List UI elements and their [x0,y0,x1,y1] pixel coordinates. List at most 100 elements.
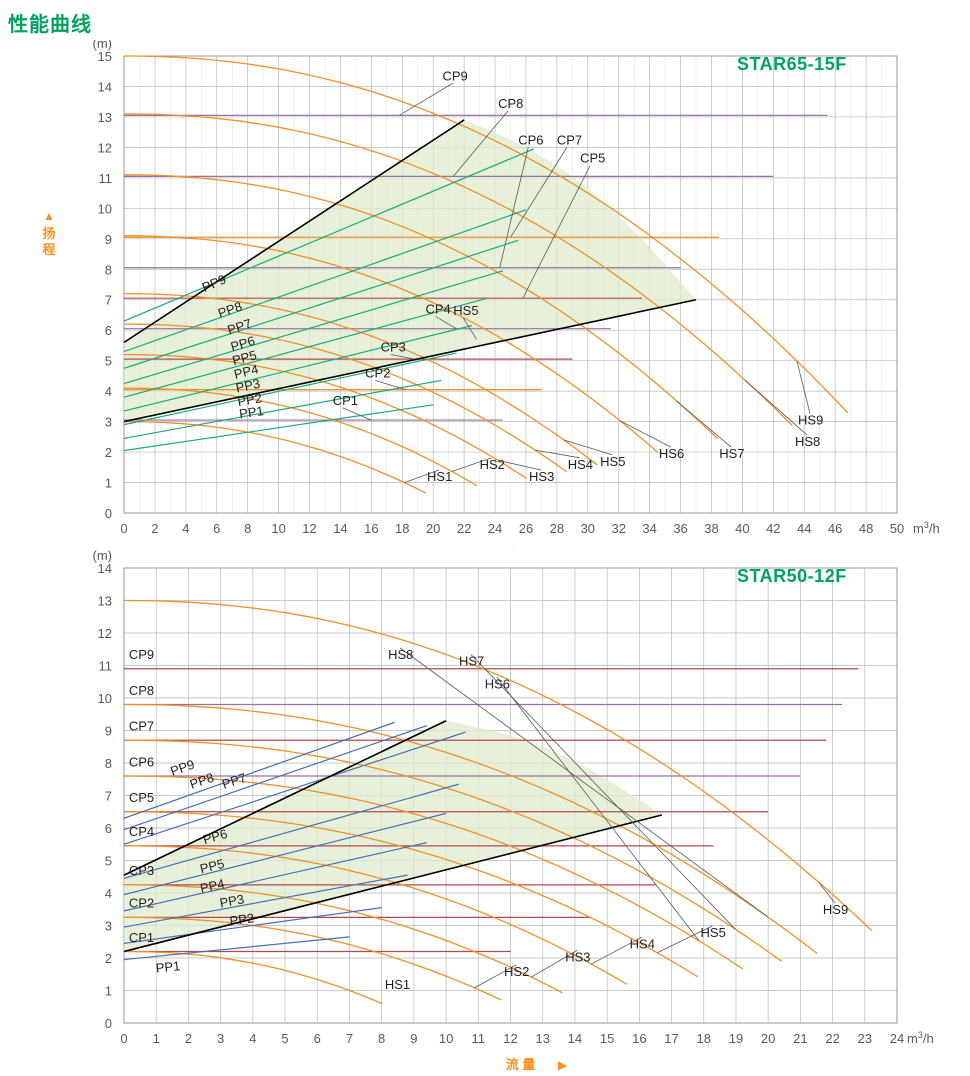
x-tick-label: 17 [664,1031,678,1046]
duty-region [124,119,696,422]
hs-curve-hs5 [123,811,698,978]
hs-label-hs2: HS2 [480,457,505,472]
y-tick-label: 0 [105,506,112,521]
hs-curve-hs2 [123,387,478,487]
x-tick-label: 50 [890,521,904,536]
cp-label-cp8: CP8 [498,96,523,111]
pp-label-pp1: PP1 [155,958,181,975]
y-tick-label: 8 [105,756,112,771]
hs-leader-hs6 [496,677,700,942]
x-tick-label: 4 [182,521,189,536]
cp-label-cp1: CP1 [333,393,358,408]
cp-label-cp5: CP5 [580,151,605,166]
hs-label-hs2: HS2 [504,964,529,979]
pp-lines [123,721,466,961]
pp-line-pp9 [123,148,534,322]
hs-leader-hs4 [535,449,580,459]
hs-leader-hs1 [404,469,440,483]
y-tick-label: 2 [105,445,112,460]
x-tick-label: 9 [410,1031,417,1046]
pp-line-pp6 [123,270,503,385]
pp-line-pp8 [123,209,527,353]
envelope-upper [123,119,465,344]
hs-leader-hs8 [744,379,808,436]
hs-label-hs9: HS9 [823,902,848,917]
hs-leader-hs9 [796,360,811,414]
x-tick-label: 36 [673,521,687,536]
envelope-upper [123,720,447,876]
pp-line-pp8 [123,725,427,831]
cp-label-cp3: CP3 [129,863,154,878]
cp-leader-cp7 [510,147,568,238]
y-tick-label: 2 [105,951,112,966]
hs-curve-hs3 [123,353,527,479]
pp-line-pp7 [123,239,519,369]
model-title-star65-15f: STAR65-15F [737,54,847,74]
pp-line-pp6 [123,783,460,879]
y-tick-label: 4 [105,384,112,399]
cp-label-cp4: CP4 [129,824,154,839]
pp-line-pp7 [123,731,466,845]
y-tick-label: 9 [105,232,112,247]
x-tick-label: 30 [581,521,595,536]
hs-leader-hs2 [451,457,492,472]
x-tick-label: 12 [302,521,316,536]
y-tick-label: 13 [98,594,112,609]
pp-label-pp3: PP3 [218,891,245,910]
pp-label-pp6: PP6 [201,826,229,847]
y-tick-label: 6 [105,323,112,338]
hs-curve-hs6 [123,775,744,970]
extra-leader-HS5-callout [462,317,477,340]
cp-label-cp7: CP7 [129,719,154,734]
hs-label-hs6: HS6 [485,676,510,691]
x-tick-label: 7 [346,1031,353,1046]
hs-label-hs4: HS4 [568,457,593,472]
pp-label-pp7: PP7 [225,316,253,338]
page-title: 性能曲线 [8,14,92,36]
x-tick-label: 22 [825,1031,839,1046]
cp-label-cp7: CP7 [557,132,582,147]
hs-label-hs1: HS1 [427,469,452,484]
hs-curve-hs9 [123,55,849,414]
svg-text:m3/h: m3/h [913,520,940,536]
x-tick-label: 38 [704,521,718,536]
x-tick-label: 10 [439,1031,453,1046]
y-tick-label: 5 [105,354,112,369]
pp-label-pp6: PP6 [229,333,257,354]
pp-label-pp2: PP2 [236,390,263,409]
x-tick-label: 48 [859,521,873,536]
x-tick-label: 42 [766,521,780,536]
x-tick-label: 23 [858,1031,872,1046]
cp-leader-cp3 [390,354,415,360]
cp-label-cp2: CP2 [365,365,390,380]
hs-leader-hs2 [474,964,517,989]
hs-label-hs5: HS5 [701,925,726,940]
hs-leader-hs5 [657,925,713,954]
cp-label-cp4: CP4 [425,301,450,316]
hs-curve-hs9 [123,599,872,931]
hs-label-hs9: HS9 [798,413,823,428]
hs-curve-hs1 [123,420,427,494]
hs-curve-hs7 [123,174,719,440]
x-tick-label: 34 [642,521,656,536]
x-tick-label: 32 [611,521,625,536]
x-tick-label: 12 [503,1031,517,1046]
pp-label-pp7: PP7 [220,770,248,792]
pp-line-pp3 [123,352,457,426]
x-tick-label: 5 [281,1031,288,1046]
x-axis-name-text: 流 量 [506,547,536,548]
y-tick-label: 3 [105,415,112,430]
y-tick-label: 13 [98,110,112,125]
cp-labels: CP1 CP2 CP3 CP4 CP5 CP6 CP7 CP8 CP9 [333,68,605,421]
cp-leader-cp9 [398,83,453,116]
hs-label-hs3: HS3 [565,949,590,964]
envelope-lower [123,298,697,423]
x-tick-label: 46 [828,521,842,536]
hs-leader-hs8 [399,647,769,918]
x-tick-label: 11 [472,1031,486,1046]
svg-text:m3/h: m3/h [907,1030,934,1046]
cp-leader-cp6 [499,147,529,268]
